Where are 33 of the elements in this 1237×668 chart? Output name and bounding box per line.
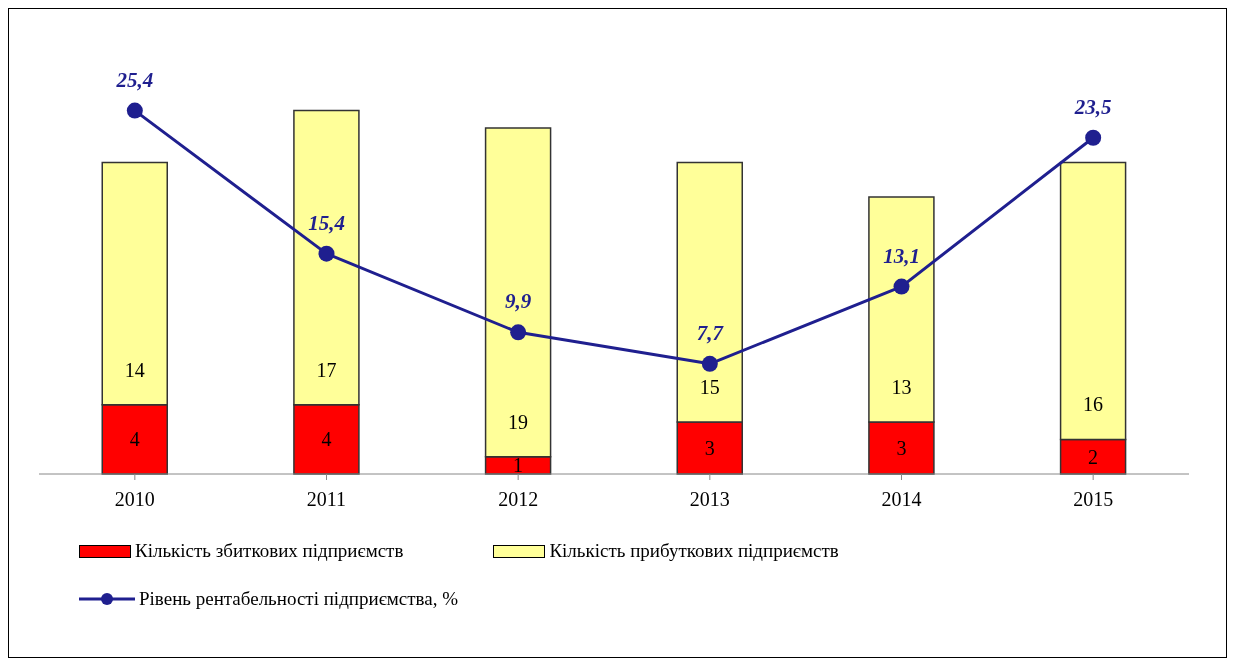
data-label: 9,9: [505, 289, 532, 314]
data-label: 7,7: [696, 320, 725, 345]
data-label: 15: [699, 376, 720, 399]
data-label: 2: [1088, 445, 1099, 468]
data-label: 3: [704, 437, 715, 460]
data-label: 15,4: [308, 210, 345, 235]
data-label: 13: [891, 376, 912, 399]
legend-label: Кількість прибуткових підприємств: [549, 540, 839, 562]
point: [126, 102, 143, 119]
point: [1085, 129, 1102, 146]
x-tick-label: 2011: [306, 488, 347, 511]
data-label: 17: [316, 358, 337, 381]
data-label: 23,5: [1073, 94, 1112, 119]
x-tick-label: 2012: [498, 488, 539, 511]
data-label: 3: [896, 437, 907, 460]
x-tick-label: 2013: [689, 488, 730, 511]
point: [318, 245, 335, 262]
legend-label: Рівень рентабельності підприємства, %: [139, 588, 459, 610]
legend-label: Кількість збиткових підприємств: [135, 540, 404, 562]
data-label: 13,1: [883, 243, 920, 268]
data-label: 14: [124, 358, 145, 381]
data-label: 25,4: [115, 67, 154, 92]
data-label: 4: [129, 428, 140, 451]
point: [893, 278, 910, 295]
x-tick-label: 2014: [881, 488, 922, 511]
point: [701, 355, 718, 372]
x-tick-label: 2010: [114, 488, 155, 511]
data-label: 4: [321, 428, 332, 451]
x-tick-label: 2015: [1073, 488, 1114, 511]
data-label: 1: [513, 454, 524, 477]
point: [510, 324, 527, 341]
data-label: 19: [508, 410, 529, 433]
data-label: 16: [1083, 393, 1104, 416]
